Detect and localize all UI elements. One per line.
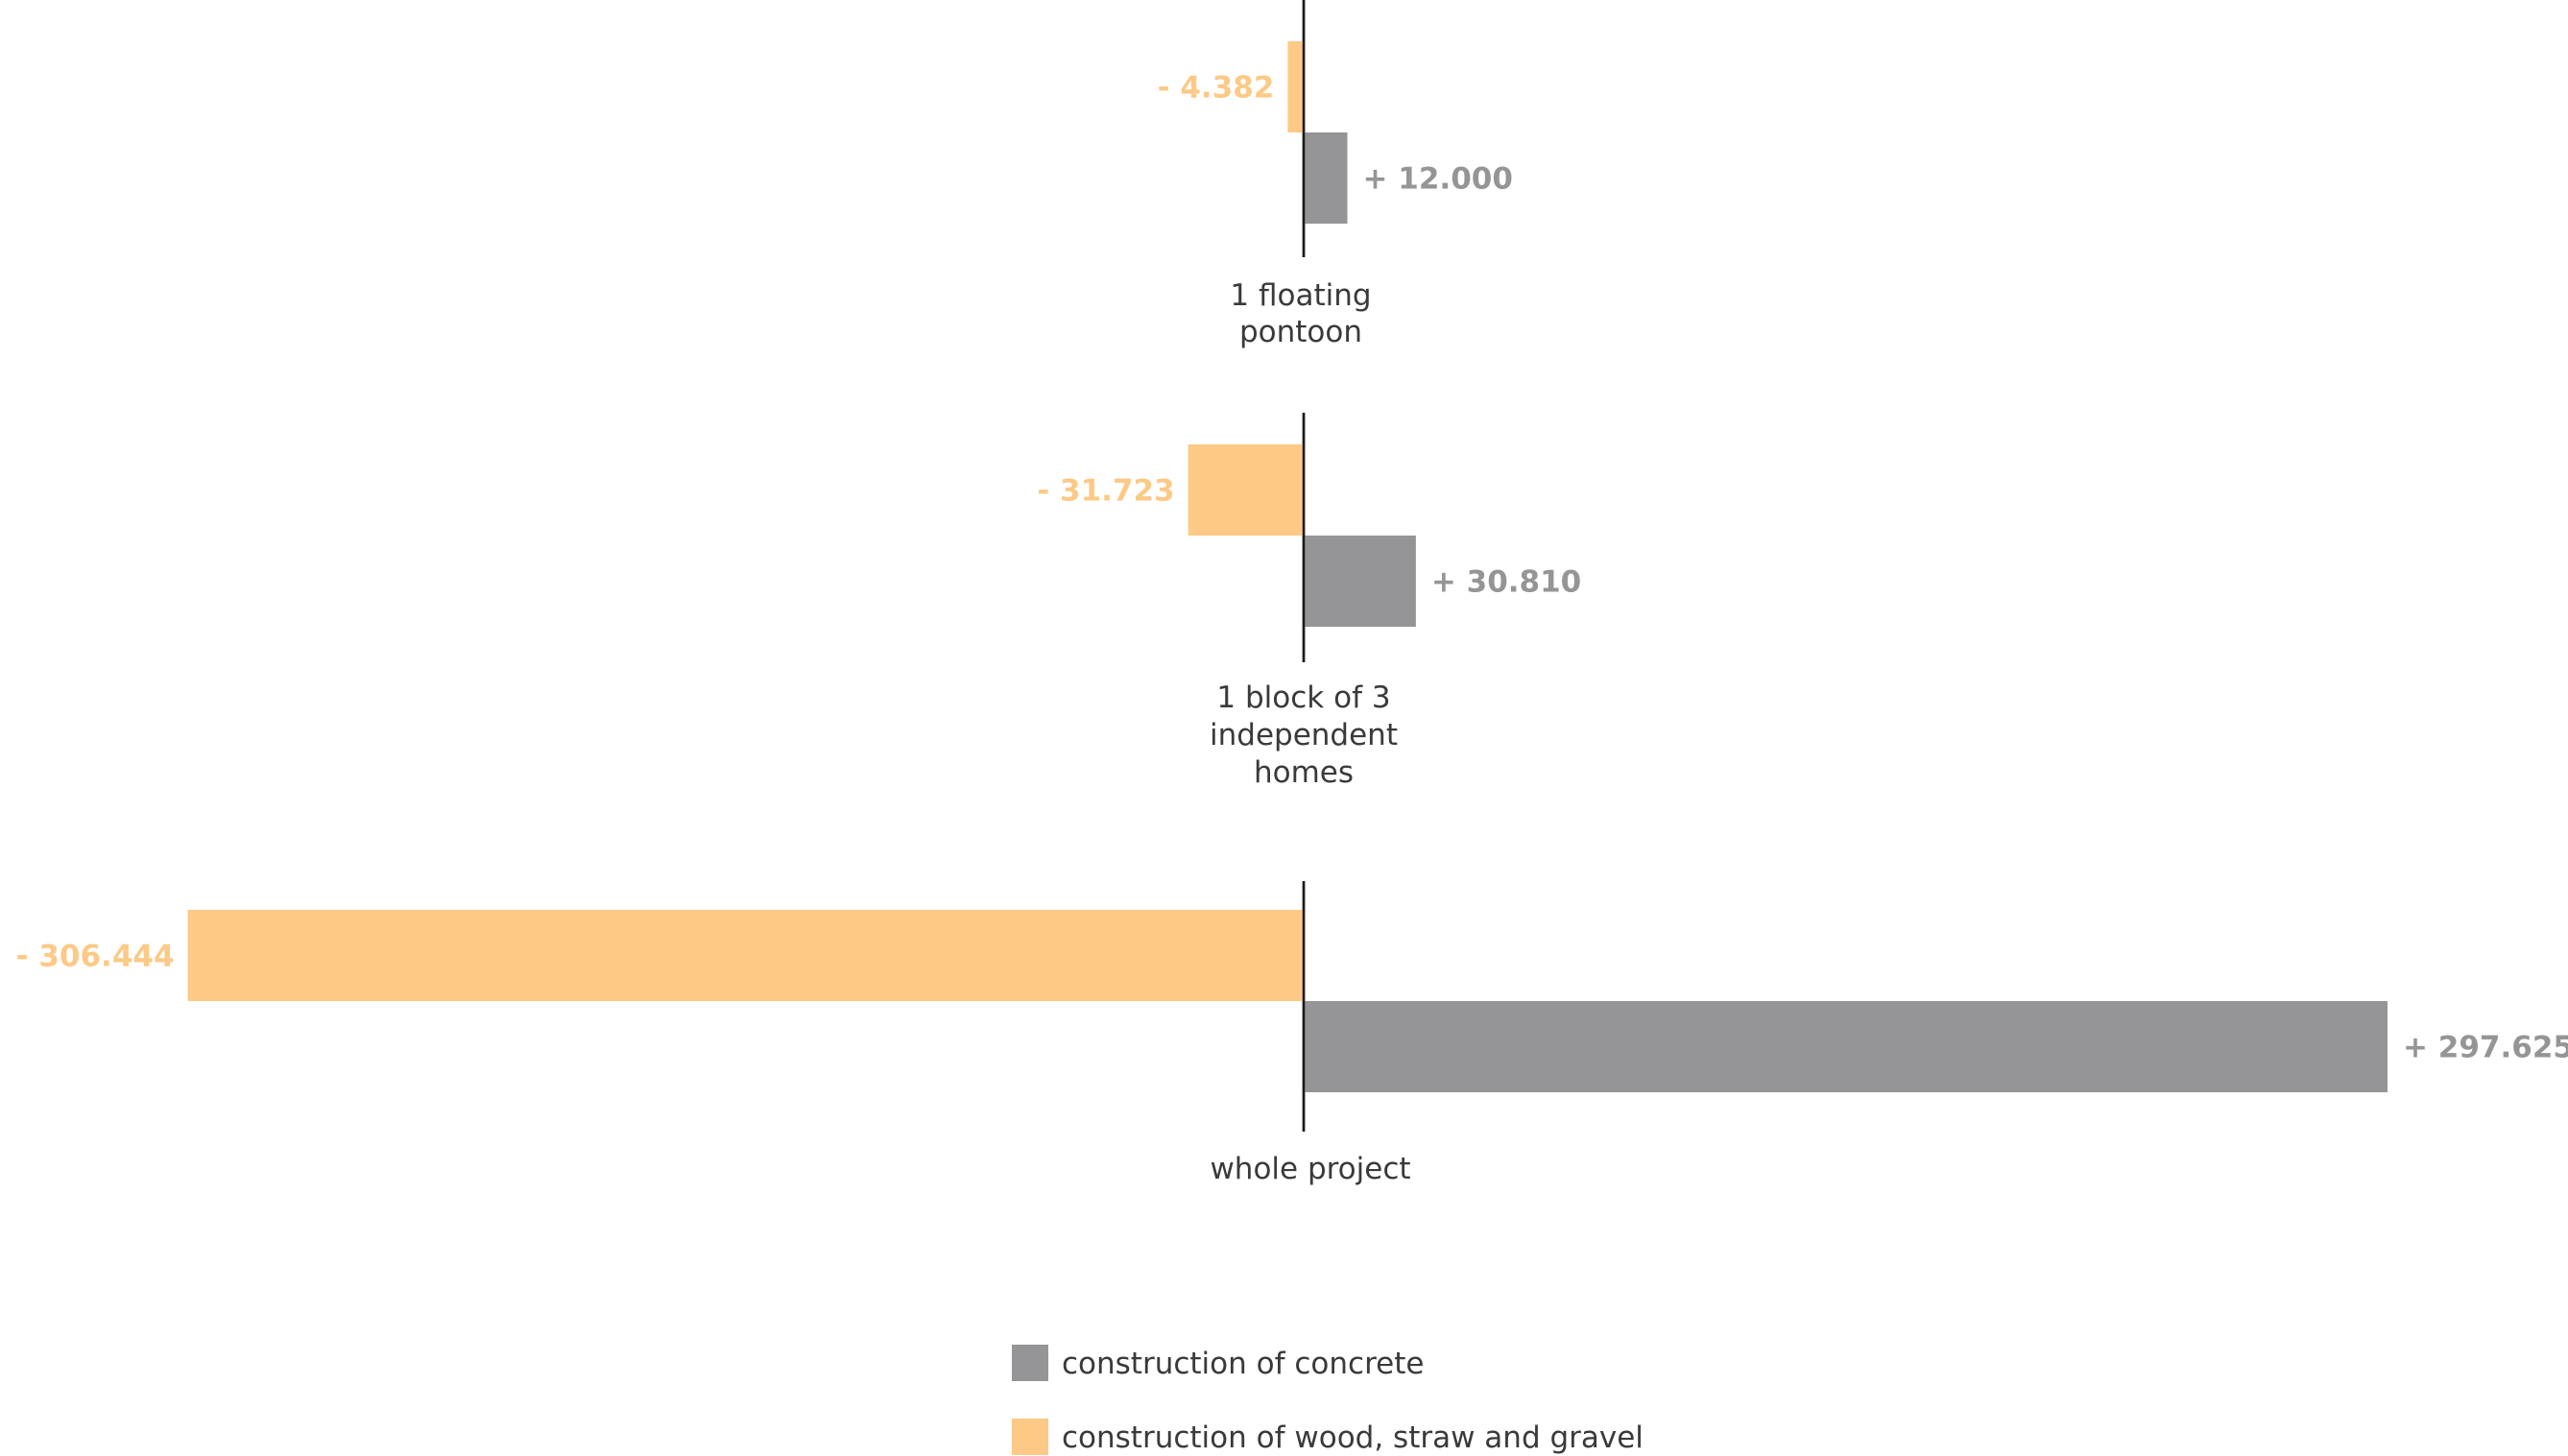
category-label: homes (1254, 755, 1354, 790)
category-label: 1 floating (1230, 278, 1371, 313)
legend-label: construction of wood, straw and gravel (1062, 1420, 1644, 1455)
data-label-concrete: + 30.810 (1431, 565, 1581, 600)
bar-concrete (1304, 1001, 2388, 1092)
data-label-wood: - 31.723 (1037, 474, 1174, 509)
legend-swatch (1012, 1419, 1048, 1455)
category-label: 1 block of 3 (1216, 680, 1390, 715)
data-label-wood: - 4.382 (1158, 71, 1275, 106)
bar-wood (1188, 444, 1304, 536)
category-label: whole project (1210, 1152, 1410, 1186)
data-label-concrete: + 12.000 (1363, 162, 1513, 197)
data-label-wood: - 306.444 (16, 940, 175, 974)
legend-swatch (1012, 1345, 1048, 1381)
bar-concrete (1304, 536, 1416, 627)
category-label: pontoon (1239, 315, 1362, 349)
legend-label: construction of concrete (1062, 1347, 1424, 1381)
category-label: independent (1210, 718, 1398, 752)
bar-concrete (1304, 132, 1348, 224)
data-label-concrete: + 297.625 (2403, 1031, 2568, 1065)
bar-wood (1287, 41, 1304, 132)
bar-wood (187, 910, 1304, 1001)
